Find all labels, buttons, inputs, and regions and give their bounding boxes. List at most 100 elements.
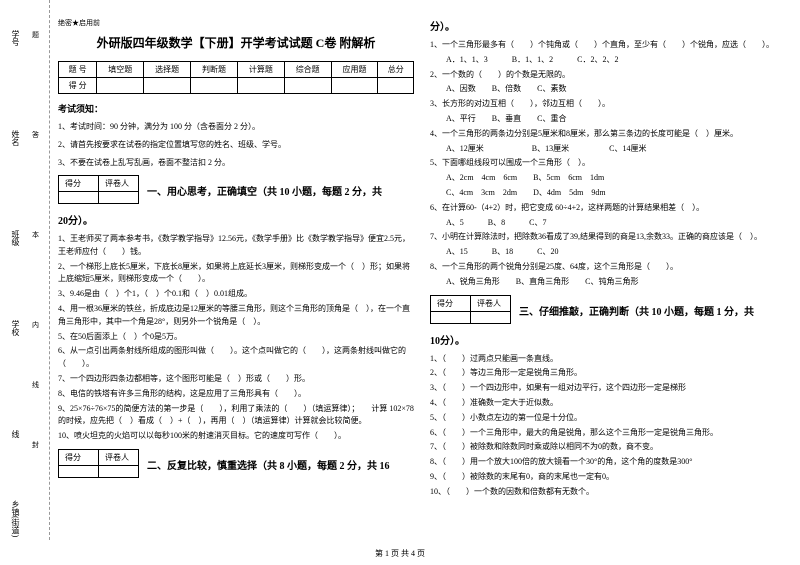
content-area: 绝密★启用前 外研版四年级数学【下册】开学考试试题 C卷 附解析 题 号 填空题… (58, 18, 788, 501)
score-header-cell: 总分 (378, 62, 414, 78)
question-item: 7、（ ）被除数和除数同时乘或除以相同不为0的数，商不变。 (430, 441, 786, 454)
mini-empty-cell (431, 311, 471, 323)
mini-empty-cell (99, 192, 139, 204)
section3-title: 三、仔细推敲，正确判断（共 10 小题，每题 1 分，共 (519, 307, 754, 318)
question-item: A、15 B、18 C、20 (430, 246, 786, 259)
question-item: 7、一个四边形四条边都相等，这个图形可能是（ ）形或（ ）形。 (58, 373, 414, 386)
question-item: 9、25×76÷76×75的简便方法的第一步是（ ），利用了乘法的（ ）（填运算… (58, 403, 414, 429)
mini-cell: 评卷人 (99, 449, 139, 465)
question-item: 1、一个三角形最多有（ ）个钝角或（ ）个直角，至少有（ ）个锐角，应选（ ）。 (430, 39, 786, 52)
section2-title: 二、反复比较，慎重选择（共 8 小题，每题 2 分，共 16 (147, 461, 390, 472)
section3-continue: 10分）。 (430, 332, 786, 347)
table-row: 题 号 填空题 选择题 判断题 计算题 综合题 应用题 总分 (59, 62, 414, 78)
question-item: 10、（ ）一个数的因数和倍数都有无数个。 (430, 486, 786, 499)
side-mark-3: 本 (32, 230, 39, 240)
section1-continue: 20分）。 (58, 212, 414, 227)
binding-margin: 学号 姓名 班级 学校 线 乡镇(街道) 题 答 本 内 线 封 (0, 0, 50, 540)
side-mark-6: 封 (32, 440, 39, 450)
question-item: 5、在50后面添上（ ）个0是5万。 (58, 331, 414, 344)
question-item: 1、（ ）过两点只能画一条直线。 (430, 353, 786, 366)
question-item: 3、9.46是由（ ）个1，（ ）个0.1和（ ）0.01组成。 (58, 288, 414, 301)
question-item: 2、一个数的（ ）的个数是无限的。 (430, 69, 786, 82)
question-item: 5、下面哪组线段可以围成一个三角形（ ）。 (430, 157, 786, 170)
score-empty-cell (331, 78, 378, 94)
question-item: A、12厘米 B、13厘米 C、14厘米 (430, 143, 786, 156)
question-item: 6、在计算60-（4+2）时，把它变成 60÷4+2，这样两题的计算结果相差（ … (430, 202, 786, 215)
score-mini-table: 得分评卷人 (430, 295, 511, 324)
exam-title: 外研版四年级数学【下册】开学考试试题 C卷 附解析 (58, 34, 414, 51)
question-item: 4、一个三角形的两条边分别是5厘米和8厘米，那么第三条边的长度可能是（ ）厘米。 (430, 128, 786, 141)
mini-cell: 得分 (59, 449, 99, 465)
binding-label-school: 学校 (10, 320, 21, 336)
mini-empty-cell (99, 465, 139, 477)
question-item: 1、王老师买了两本参考书，《数学教学指导》12.56元，《数学手册》比《数学教学… (58, 233, 414, 259)
score-header-cell: 综合题 (284, 62, 331, 78)
secret-mark: 绝密★启用前 (58, 18, 414, 28)
score-header-cell: 填空题 (97, 62, 144, 78)
binding-label-line: 线 (10, 430, 21, 438)
left-column: 绝密★启用前 外研版四年级数学【下册】开学考试试题 C卷 附解析 题 号 填空题… (58, 18, 414, 501)
question-item: A、平行 B、垂直 C、重合 (430, 113, 786, 126)
question-item: 4、（ ）准确数一定大于近似数。 (430, 397, 786, 410)
section2-header: 得分评卷人 二、反复比较，慎重选择（共 8 小题，每题 2 分，共 16 (58, 449, 414, 482)
question-item: A、2cm 4cm 6cm B、5cm 6cm 1dm (430, 172, 786, 185)
score-empty-cell (378, 78, 414, 94)
question-item: 3、长方形的对边互相（ ），邻边互相（ ）。 (430, 98, 786, 111)
score-empty-cell (144, 78, 191, 94)
instructions-title: 考试须知： (58, 102, 414, 115)
question-item: A．1、1、3 B．1、1、2 C．2、2、2 (430, 54, 786, 67)
question-item: 9、（ ）被除数的末尾有0，商的末尾也一定有0。 (430, 471, 786, 484)
question-item: C、4cm 3cm 2dm D、4dm 5dm 9dm (430, 187, 786, 200)
side-mark-1: 题 (32, 30, 39, 40)
score-header-cell: 计算题 (237, 62, 284, 78)
score-mini-table: 得分评卷人 (58, 175, 139, 204)
question-item: 8、一个三角形的两个锐角分别是25度、64度，这个三角形是（ ）。 (430, 261, 786, 274)
page-footer: 第 1 页 共 4 页 (0, 548, 800, 559)
mini-empty-cell (59, 192, 99, 204)
question-item: 8、（ ）用一个放大100倍的放大镜看一个30°的角，这个角的度数是300° (430, 456, 786, 469)
question-item: A、5 B、8 C、7 (430, 217, 786, 230)
side-mark-2: 答 (32, 130, 39, 140)
question-item: 10、喷火坦克的火焰可以以每秒100米的射速消灭目标。它的速度可写作（ ）。 (58, 430, 414, 443)
question-item: 6、从一点引出两条射线所组成的图形叫做（ ）。这个点叫做它的（ ），这两条射线叫… (58, 345, 414, 371)
score-mini-table: 得分评卷人 (58, 449, 139, 478)
binding-label-district: 乡镇(街道) (10, 500, 21, 537)
score-header-cell: 题 号 (59, 62, 97, 78)
score-table: 题 号 填空题 选择题 判断题 计算题 综合题 应用题 总分 得 分 (58, 61, 414, 94)
mini-cell: 评卷人 (99, 176, 139, 192)
instruction-item: 1、考试时间：90 分钟，满分为 100 分（含卷面分 2 分）。 (58, 121, 414, 133)
score-empty-cell (284, 78, 331, 94)
mini-cell: 得分 (431, 295, 471, 311)
table-row: 得 分 (59, 78, 414, 94)
question-item: 7、小明在计算除法时，把除数36看成了39,结果得到的商是13,余数33。正确的… (430, 231, 786, 244)
score-header-cell: 判断题 (191, 62, 238, 78)
question-item: 5、（ ）小数点左边的第一位是十分位。 (430, 412, 786, 425)
binding-label-student-id: 学号 (10, 30, 21, 46)
score-empty-cell (97, 78, 144, 94)
question-item: 4、用一根36厘米的铁丝，折成底边是12厘米的等腰三角形，则这个三角形的顶角是（… (58, 303, 414, 329)
section1-title: 一、用心思考，正确填空（共 10 小题，每题 2 分，共 (147, 187, 382, 198)
question-item: 2、（ ）等边三角形一定是锐角三角形。 (430, 367, 786, 380)
instruction-item: 2、请首先按要求在试卷的指定位置填写您的姓名、班级、学号。 (58, 139, 414, 151)
mini-empty-cell (471, 311, 511, 323)
score-header-cell: 选择题 (144, 62, 191, 78)
instruction-item: 3、不要在试卷上乱写乱画，卷面不整洁扣 2 分。 (58, 157, 414, 169)
section2-continue: 分）。 (430, 18, 786, 33)
question-item: 2、一个梯形上底长5厘米，下底长8厘米，如果将上底延长3厘米，则梯形变成一个（ … (58, 261, 414, 287)
mini-cell: 评卷人 (471, 295, 511, 311)
side-mark-5: 线 (32, 380, 39, 390)
section1-header: 得分评卷人 一、用心思考，正确填空（共 10 小题，每题 2 分，共 (58, 175, 414, 208)
question-item: A、锐角三角形 B、直角三角形 C、钝角三角形 (430, 276, 786, 289)
score-empty-cell (191, 78, 238, 94)
side-mark-4: 内 (32, 320, 39, 330)
score-label-cell: 得 分 (59, 78, 97, 94)
mini-empty-cell (59, 465, 99, 477)
binding-label-class: 班级 (10, 230, 21, 246)
right-column: 分）。 1、一个三角形最多有（ ）个钝角或（ ）个直角，至少有（ ）个锐角，应选… (430, 18, 786, 501)
mini-cell: 得分 (59, 176, 99, 192)
question-item: 8、电信的铁塔有许多三角形的结构，这是应用了三角形具有（ ）。 (58, 388, 414, 401)
binding-label-name: 姓名 (10, 130, 21, 146)
score-empty-cell (237, 78, 284, 94)
question-item: A、因数 B、倍数 C、素数 (430, 83, 786, 96)
section3-header: 得分评卷人 三、仔细推敲，正确判断（共 10 小题，每题 1 分，共 (430, 295, 786, 328)
